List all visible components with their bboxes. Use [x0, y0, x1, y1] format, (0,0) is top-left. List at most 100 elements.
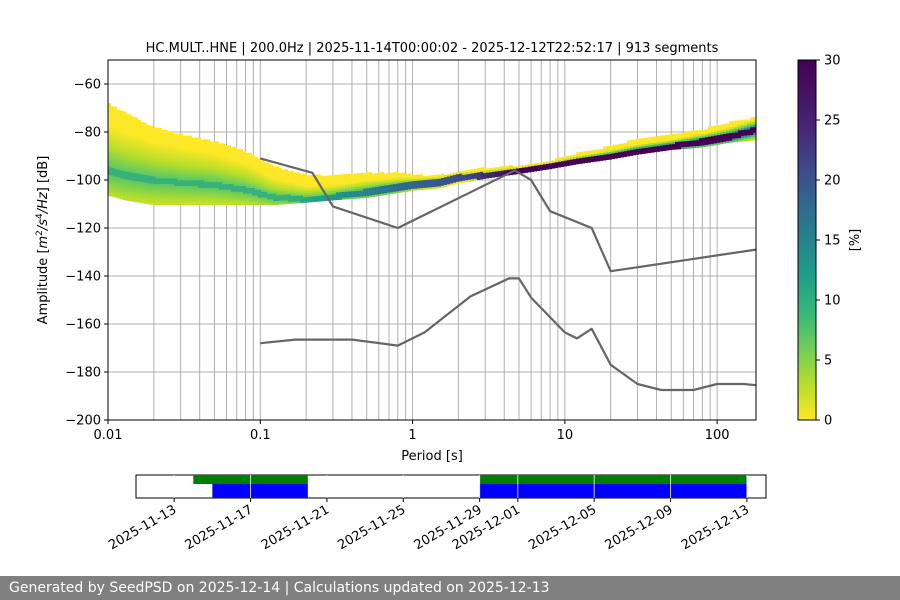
density-cell	[228, 181, 231, 185]
density-cell	[156, 181, 159, 185]
density-cell	[213, 156, 216, 160]
density-cell	[189, 162, 192, 165]
density-cell	[675, 141, 678, 144]
density-cell	[291, 176, 294, 179]
density-cell	[207, 198, 210, 202]
density-cell	[111, 184, 114, 188]
density-cell	[723, 125, 726, 129]
density-cell	[315, 199, 318, 202]
density-cell	[636, 142, 639, 146]
density-cell	[186, 166, 189, 169]
density-cell	[153, 170, 156, 173]
density-cell	[204, 154, 207, 158]
density-cell	[144, 136, 147, 139]
density-cell	[210, 191, 213, 194]
density-cell	[747, 119, 750, 122]
density-cell	[276, 165, 279, 169]
density-cell	[150, 173, 153, 177]
density-cell	[732, 134, 735, 137]
density-cell	[300, 187, 303, 190]
density-cell	[135, 126, 138, 130]
density-cell	[354, 188, 357, 192]
density-cell	[339, 184, 342, 187]
density-cell	[381, 173, 384, 177]
density-cell	[429, 186, 432, 190]
density-cell	[165, 172, 168, 175]
density-cell	[678, 146, 681, 150]
density-cell	[279, 171, 282, 174]
density-cell	[651, 140, 654, 144]
density-cell	[117, 126, 120, 130]
density-cell	[261, 162, 264, 165]
density-cell	[108, 105, 111, 108]
density-cell	[300, 196, 303, 200]
density-cell	[372, 179, 375, 182]
density-cell	[108, 153, 111, 156]
density-cell	[267, 162, 270, 165]
density-cell	[207, 202, 210, 206]
density-cell	[192, 183, 195, 186]
density-cell	[372, 194, 375, 197]
density-cell	[171, 200, 174, 204]
density-cell	[201, 164, 204, 167]
density-cell	[258, 172, 261, 175]
density-cell	[345, 183, 348, 186]
density-cell	[312, 190, 315, 193]
density-cell	[195, 158, 198, 162]
density-cell	[279, 184, 282, 188]
density-cell	[585, 154, 588, 158]
density-cell	[276, 171, 279, 175]
density-cell	[219, 195, 222, 198]
density-cell	[207, 147, 210, 150]
density-cell	[363, 195, 366, 199]
density-cell	[309, 184, 312, 188]
density-cell	[189, 198, 192, 202]
density-cell	[543, 165, 546, 169]
density-cell	[267, 177, 270, 181]
density-cell	[309, 176, 312, 180]
density-cell	[111, 181, 114, 184]
density-cell	[288, 188, 291, 191]
density-cell	[582, 161, 585, 164]
density-cell	[258, 195, 261, 198]
density-cell	[123, 134, 126, 137]
density-cell	[141, 126, 144, 129]
density-cell	[750, 130, 753, 134]
density-cell	[228, 147, 231, 150]
density-cell	[441, 181, 444, 184]
density-cell	[141, 139, 144, 142]
density-cell	[183, 193, 186, 196]
density-cell	[159, 131, 162, 135]
density-cell	[648, 144, 651, 148]
density-cell	[303, 177, 306, 180]
density-cell	[378, 172, 381, 175]
density-cell	[117, 136, 120, 139]
density-cell	[183, 185, 186, 188]
density-cell	[303, 200, 306, 203]
density-cell	[228, 177, 231, 181]
density-cell	[717, 134, 720, 138]
density-cell	[135, 142, 138, 145]
density-cell	[354, 175, 357, 178]
density-cell	[237, 200, 240, 204]
density-cell	[384, 173, 387, 176]
density-cell	[213, 150, 216, 154]
density-cell	[621, 151, 624, 154]
density-cell	[624, 146, 627, 150]
density-cell	[297, 189, 300, 192]
density-cell	[129, 191, 132, 194]
density-cell	[153, 202, 156, 206]
density-cell	[459, 175, 462, 178]
density-cell	[504, 165, 507, 169]
density-cell	[120, 171, 123, 175]
density-cell	[120, 156, 123, 160]
density-cell	[441, 173, 444, 177]
density-cell	[120, 189, 123, 192]
density-cell	[270, 172, 273, 175]
density-cell	[192, 156, 195, 160]
density-cell	[219, 198, 222, 202]
density-cell	[714, 129, 717, 132]
density-cell	[300, 191, 303, 194]
density-cell	[120, 173, 123, 177]
density-cell	[594, 159, 597, 162]
